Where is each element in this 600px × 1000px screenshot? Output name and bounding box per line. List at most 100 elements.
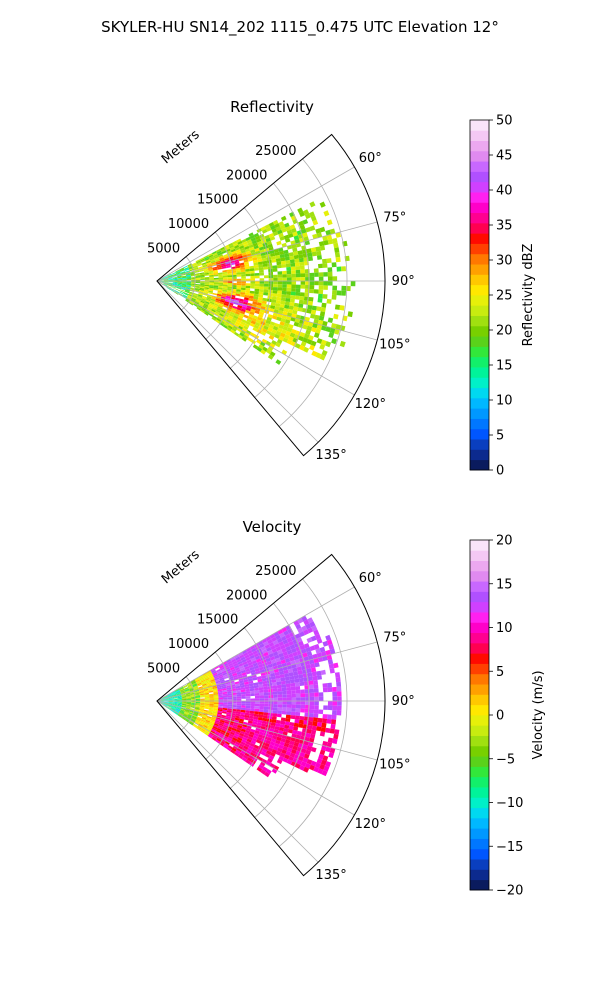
velocity-cell — [163, 703, 168, 706]
reflectivity-cell — [295, 291, 301, 296]
reflectivity-cell — [207, 264, 213, 268]
reflectivity-cell — [207, 253, 213, 257]
reflectivity-cell — [322, 263, 328, 268]
velocity-cell — [236, 747, 242, 753]
velocity-cell — [227, 701, 233, 703]
reflectivity-cell — [163, 281, 169, 283]
velocity-cell — [285, 718, 291, 722]
reflectivity-cell — [213, 271, 218, 274]
velocity-cell — [220, 666, 225, 671]
velocity-cell — [204, 691, 209, 694]
reflectivity-cell — [313, 318, 319, 325]
reflectivity-cell — [292, 309, 298, 315]
reflectivity-cell — [315, 228, 321, 234]
colorbar-tick-label: −15 — [496, 840, 523, 855]
velocity-cell — [225, 683, 231, 687]
reflectivity-cell — [236, 289, 241, 292]
reflectivity-cell — [163, 281, 169, 283]
velocity-cell — [291, 697, 297, 701]
reflectivity-cell — [322, 258, 328, 264]
reflectivity-cell — [244, 264, 250, 268]
velocity-cell — [236, 690, 241, 693]
velocity-cell — [316, 652, 323, 658]
reflectivity-cell — [204, 278, 210, 280]
reflectivity-cell — [287, 309, 293, 314]
reflectivity-cell — [321, 302, 327, 308]
velocity-cell — [313, 717, 318, 723]
velocity-cell — [322, 718, 328, 724]
velocity-cell — [199, 689, 204, 692]
velocity-cell — [281, 647, 287, 653]
velocity-cell — [210, 730, 216, 735]
figure-title: SKYLER-HU SN14_202 1115_0.475 UTC Elevat… — [101, 18, 499, 37]
velocity-cell — [279, 632, 285, 638]
velocity-cell — [208, 690, 214, 693]
reflectivity-cell — [272, 325, 279, 331]
velocity-cell — [194, 677, 200, 681]
reflectivity-cell — [180, 271, 186, 274]
reflectivity-cell — [259, 269, 264, 273]
velocity-cell — [254, 693, 260, 696]
reflectivity-cell — [226, 293, 231, 297]
velocity-cell — [310, 663, 316, 669]
velocity-cell — [209, 722, 214, 726]
reflectivity-cell — [213, 273, 219, 275]
velocity-cell — [197, 716, 202, 720]
reflectivity-cell — [252, 344, 259, 350]
velocity-cell — [225, 715, 231, 719]
reflectivity-cell — [211, 308, 216, 313]
reflectivity-cell — [179, 268, 185, 271]
velocity-cell — [303, 643, 310, 649]
velocity-cell — [181, 704, 187, 706]
reflectivity-cell — [211, 263, 217, 267]
velocity-cell — [280, 720, 286, 725]
velocity-cell — [271, 662, 278, 667]
velocity-cell — [296, 701, 301, 705]
velocity-cell — [218, 707, 223, 710]
velocity-cell — [248, 683, 254, 687]
velocity-cell — [309, 692, 315, 697]
reflectivity-cell — [172, 283, 178, 286]
velocity-cell — [244, 686, 250, 690]
reflectivity-cell — [213, 282, 219, 285]
velocity-cell — [167, 694, 172, 697]
colorbar-tick-label: 35 — [496, 219, 513, 234]
velocity-cell — [217, 690, 223, 693]
reflectivity-cell — [228, 242, 234, 247]
velocity-cell — [210, 720, 215, 724]
reflectivity-cell — [318, 263, 323, 269]
velocity-cell — [208, 707, 214, 710]
reflectivity-cell — [304, 213, 311, 220]
velocity-cell — [181, 694, 186, 696]
velocity-cell — [236, 694, 242, 697]
reflectivity-cell — [226, 319, 232, 324]
reflectivity-cell — [226, 269, 232, 272]
velocity-cell — [266, 750, 272, 755]
reflectivity-cell — [214, 312, 220, 317]
reflectivity-cell — [266, 240, 272, 246]
velocity-cell — [257, 719, 263, 724]
colorbar-segment — [470, 694, 489, 706]
velocity-cell — [172, 701, 178, 703]
reflectivity-cell — [203, 270, 209, 273]
velocity-cell — [250, 701, 255, 704]
velocity-cell — [215, 720, 220, 724]
velocity-cell — [171, 691, 176, 695]
velocity-cell — [172, 699, 178, 701]
velocity-cell — [204, 676, 210, 680]
reflectivity-cell — [194, 301, 200, 305]
radial-tick-label: 20000 — [226, 588, 267, 603]
velocity-cell — [250, 708, 255, 712]
reflectivity-cell — [316, 232, 323, 238]
reflectivity-cell — [309, 272, 315, 277]
velocity-cell — [310, 667, 317, 673]
reflectivity-cell — [276, 316, 282, 322]
reflectivity-cell — [213, 285, 219, 288]
velocity-cell — [204, 722, 210, 726]
velocity-cell — [317, 768, 324, 775]
velocity-cell — [192, 714, 198, 718]
reflectivity-cell — [316, 255, 322, 260]
velocity-cell — [259, 643, 265, 649]
velocity-cell — [321, 769, 328, 777]
